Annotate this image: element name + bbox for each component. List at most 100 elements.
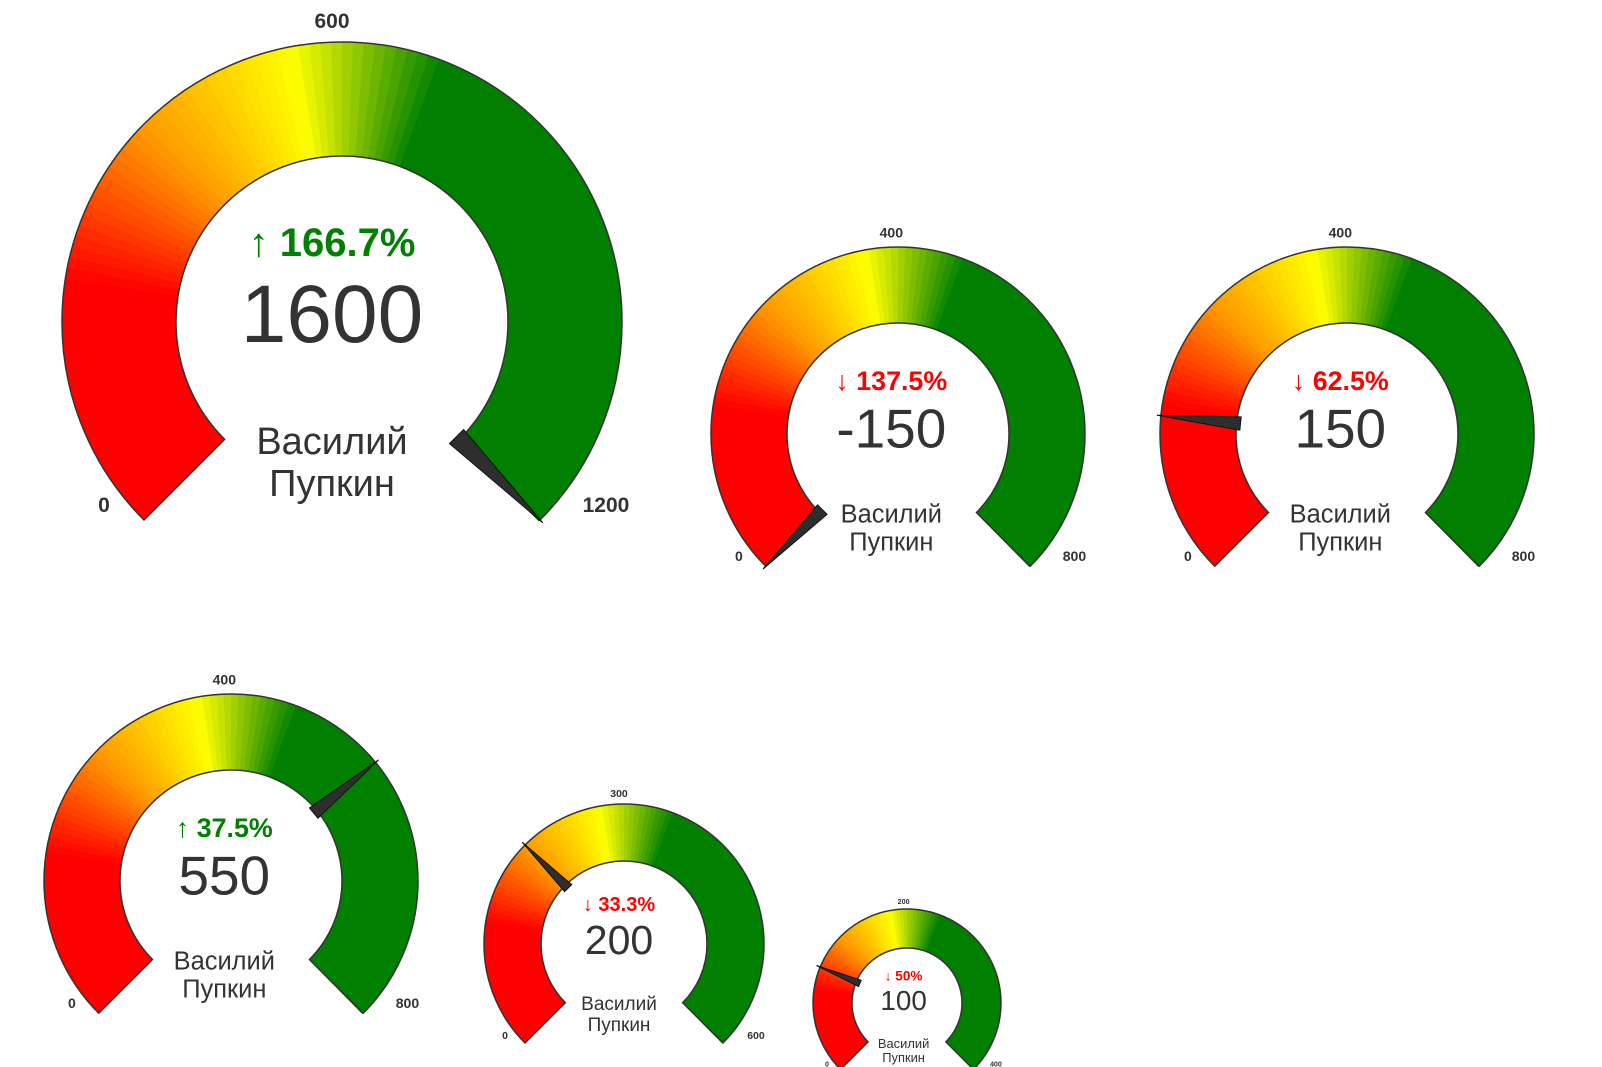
gauge-band-segment bbox=[497, 373, 609, 421]
gauge-band-segment bbox=[815, 1015, 855, 1029]
gauge-band-segment bbox=[296, 729, 348, 795]
gauge-band-segment bbox=[405, 63, 461, 172]
gauge-band-segment bbox=[1007, 404, 1084, 422]
gauge-band-segment bbox=[928, 254, 958, 329]
gauge-band-segment bbox=[367, 45, 399, 160]
gauge-band-segment bbox=[664, 821, 698, 874]
gauge-band-segment bbox=[700, 890, 756, 916]
gauge-band-segment bbox=[1200, 311, 1264, 366]
gauge-band-segment bbox=[1438, 491, 1507, 539]
gauge-band-segment bbox=[235, 694, 247, 771]
gauge-band-segment bbox=[177, 88, 251, 188]
gauge-band-segment bbox=[75, 372, 187, 419]
gauge-band-segment bbox=[1163, 454, 1240, 478]
gauge-band-segment bbox=[499, 367, 612, 411]
gauge-band-segment bbox=[845, 928, 874, 962]
gauge-band-segment bbox=[941, 929, 969, 962]
gauge-band-segment bbox=[499, 874, 552, 907]
gauge-band-segment bbox=[486, 185, 593, 248]
gauge-band-segment bbox=[720, 368, 795, 400]
gauge-band-segment bbox=[705, 953, 764, 967]
gauge-band-segment bbox=[800, 270, 845, 340]
gauge-band-segment bbox=[788, 277, 837, 345]
gauge-band-segment bbox=[985, 318, 1051, 370]
gauge-band-segment bbox=[82, 384, 192, 440]
gauge-band-segment bbox=[711, 425, 788, 434]
gauge-band-segment bbox=[705, 916, 763, 932]
gauge-band-segment bbox=[248, 696, 269, 773]
gauge-band-segment bbox=[1453, 383, 1530, 409]
gauge-band-segment bbox=[423, 77, 490, 182]
gauge-band-segment bbox=[245, 55, 292, 167]
gauge-band-segment bbox=[83, 203, 192, 259]
gauge-band-segment bbox=[833, 941, 866, 969]
gauge-band-segment bbox=[1004, 383, 1081, 409]
gauge-band-segment bbox=[136, 122, 226, 210]
gauge-band-segment bbox=[1408, 278, 1458, 345]
gauge-band-segment bbox=[1454, 455, 1531, 479]
gauge-band-segment bbox=[1003, 464, 1078, 494]
gauge-band-segment bbox=[689, 857, 738, 896]
gauge-band-segment bbox=[1174, 354, 1247, 392]
gauge-outline bbox=[1159, 246, 1535, 568]
gauge-band-segment bbox=[104, 737, 160, 800]
gauge-band-segment bbox=[411, 67, 471, 175]
gauge-band-segment bbox=[339, 898, 416, 919]
gauge-band-segment bbox=[46, 897, 123, 918]
gauge-band-segment bbox=[961, 1007, 1001, 1015]
gauge-band-segment bbox=[881, 911, 895, 951]
gauge-band-segment bbox=[961, 1009, 1001, 1019]
gauge-band-segment bbox=[64, 788, 135, 831]
gauge-band-segment bbox=[966, 287, 1021, 351]
gauge-band-segment bbox=[484, 926, 542, 938]
gauge-band-segment bbox=[813, 987, 853, 997]
gauge-band-segment bbox=[1000, 472, 1074, 507]
gauge-band-segment bbox=[655, 814, 684, 869]
gauge-band-segment bbox=[951, 1033, 986, 1059]
gauge-band-segment bbox=[490, 894, 547, 919]
gauge-band-segment bbox=[96, 402, 201, 469]
gauge-band-segment bbox=[79, 764, 145, 816]
gauge-band-segment bbox=[987, 324, 1055, 373]
gauge-band-segment bbox=[684, 997, 731, 1040]
gauge-band-segment bbox=[765, 295, 824, 356]
gauge-band-segment bbox=[706, 950, 764, 962]
gauge-band-segment bbox=[745, 498, 811, 550]
gauge-band-segment bbox=[959, 977, 999, 991]
gauge-band-segment bbox=[298, 43, 324, 159]
min-tick-label: 0 bbox=[68, 995, 76, 1011]
gauge-band-segment bbox=[1289, 253, 1318, 329]
gauge-band-segment bbox=[722, 471, 796, 506]
max-tick-label: 800 bbox=[396, 995, 420, 1011]
gauge-band-segment bbox=[537, 830, 576, 879]
gauge-band-segment bbox=[874, 913, 891, 952]
gauge-band-segment bbox=[706, 947, 764, 956]
gauge-band-segment bbox=[1434, 318, 1500, 370]
gauge-band-segment bbox=[309, 748, 370, 807]
gauge-band-segment bbox=[1439, 330, 1508, 377]
gauge-band-segment bbox=[331, 42, 344, 157]
gauge-band-segment bbox=[686, 995, 734, 1036]
gauge-band-segment bbox=[1397, 267, 1440, 338]
gauge-band-segment bbox=[981, 502, 1045, 557]
gauge-band-segment bbox=[949, 1035, 984, 1062]
person-name-line: Пупкин bbox=[182, 976, 266, 1004]
gauge-band-segment bbox=[252, 697, 276, 774]
gauge-band-segment bbox=[1445, 480, 1517, 521]
gauge-band-segment bbox=[1412, 282, 1464, 348]
gauge-band-segment bbox=[976, 301, 1037, 360]
gauge-band-segment bbox=[57, 922, 131, 960]
gauge-band-segment bbox=[624, 804, 631, 862]
gauge-band-segment bbox=[987, 495, 1054, 545]
gauge-band-segment bbox=[940, 261, 978, 334]
gauge-band-segment bbox=[331, 923, 404, 961]
gauge-band-segment bbox=[1167, 374, 1242, 404]
gauge-band-segment bbox=[961, 1003, 1001, 1008]
gauge-band-segment bbox=[1209, 300, 1270, 359]
gauge-band-segment bbox=[180, 698, 206, 775]
gauge-band-segment bbox=[1430, 502, 1494, 557]
gauge-band-segment bbox=[1159, 432, 1237, 442]
gauge-band-segment bbox=[712, 403, 789, 421]
gauge-band-segment bbox=[570, 812, 596, 868]
